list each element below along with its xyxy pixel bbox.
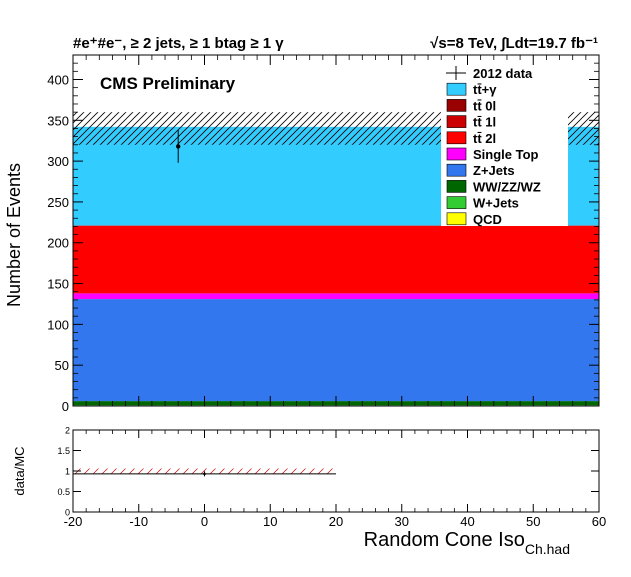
- x-axis-label-main: Random Cone Iso: [364, 529, 525, 551]
- ratio-y-tick-label-1: 0.5: [57, 487, 70, 497]
- y-tick-label-1: 50: [55, 358, 69, 373]
- ratio-points-group: [203, 471, 206, 477]
- legend-swatch-6: [446, 163, 467, 177]
- stack-bar-5: [73, 225, 599, 294]
- y-tick-label-8: 400: [47, 72, 69, 87]
- ratio-y-tick-label-2: 1: [65, 467, 70, 477]
- legend-label-0: 2012 data: [473, 66, 533, 81]
- legend-label-8: W+Jets: [473, 196, 519, 211]
- x-tick-label-1: -10: [129, 514, 148, 529]
- ratio-plot-frame: [72, 429, 600, 513]
- y-tick-label-5: 250: [47, 195, 69, 210]
- y-tick-label-4: 200: [47, 236, 69, 251]
- stack-bar-4: [73, 293, 599, 300]
- ratio-panel: 0 0.5 1 1.5 2 -20 -10 0 10 20 30 40 50 60 data/MC Ran…: [12, 426, 606, 558]
- ratio-y-tick-label-4: 2: [65, 426, 70, 436]
- legend-label-7: WW/ZZ/WZ: [473, 179, 541, 194]
- legend-label-4: tt̄ 2l: [473, 131, 496, 146]
- x-tick-label-8: 60: [592, 514, 606, 529]
- x-tick-label-3: 10: [263, 514, 277, 529]
- legend-swatch-7: [446, 180, 467, 193]
- ratio-uncertainty-band: [73, 468, 336, 474]
- legend-swatch-3: [446, 115, 467, 128]
- legend-label-5: Single Top: [473, 147, 539, 162]
- data-points-group: [176, 130, 181, 163]
- ratio-y-axis-label: data/MC: [12, 446, 27, 495]
- x-tick-label-6: 40: [460, 514, 474, 529]
- x-tick-label-0: -20: [64, 514, 83, 529]
- y-tick-label-3: 150: [47, 277, 69, 292]
- legend-swatch-4: [446, 131, 467, 145]
- main-y-axis-label: Number of Events: [4, 163, 24, 307]
- data-point-0: [176, 144, 181, 149]
- legend-label-9: QCD: [473, 212, 502, 227]
- legend-label-3: tt̄ 1l: [473, 115, 496, 130]
- legend-label-1: tt̄+γ: [473, 82, 497, 97]
- ratio-y-tick-label-0: 0: [65, 508, 70, 518]
- legend-swatch-2: [446, 99, 467, 112]
- x-axis-label: Random Cone IsoCh.had: [364, 529, 570, 557]
- cms-label: CMS Preliminary: [100, 74, 236, 93]
- ratio-point-0: [203, 472, 206, 476]
- legend-label-6: Z+Jets: [473, 163, 515, 178]
- legend-swatch-8: [446, 196, 467, 209]
- x-tick-label-5: 30: [395, 514, 409, 529]
- y-tick-label-6: 300: [47, 154, 69, 169]
- x-tick-label-2: 0: [201, 514, 208, 529]
- x-tick-label-4: 20: [329, 514, 343, 529]
- header-right-title: √s=8 TeV, ∫Ldt=19.7 fb⁻¹: [430, 35, 598, 52]
- y-tick-label-2: 100: [47, 317, 69, 332]
- ratio-axis-ticks: 0 0.5 1 1.5 2 -20 -10 0 10 20 30 40 50 60: [57, 426, 606, 530]
- stack-bar-3: [73, 299, 599, 402]
- x-tick-label-7: 50: [526, 514, 540, 529]
- legend-swatch-9: [446, 212, 467, 226]
- header-left-title: #e⁺#e⁻, ≥ 2 jets, ≥ 1 btag ≥ 1 γ: [73, 35, 284, 52]
- legend-swatch-5: [446, 147, 467, 161]
- y-tick-label-0: 0: [62, 399, 69, 414]
- ratio-y-tick-label-3: 1.5: [57, 446, 70, 456]
- x-axis-label-sub: Ch.had: [525, 541, 570, 557]
- main-axis-ticks: 0 50 100 150 200 250 300 350 400: [47, 54, 600, 414]
- main-plot-frame: [72, 54, 600, 407]
- y-tick-label-7: 350: [47, 113, 69, 128]
- legend-swatch-1: [446, 82, 467, 96]
- legend-label-2: tt̄ 0l: [473, 98, 496, 113]
